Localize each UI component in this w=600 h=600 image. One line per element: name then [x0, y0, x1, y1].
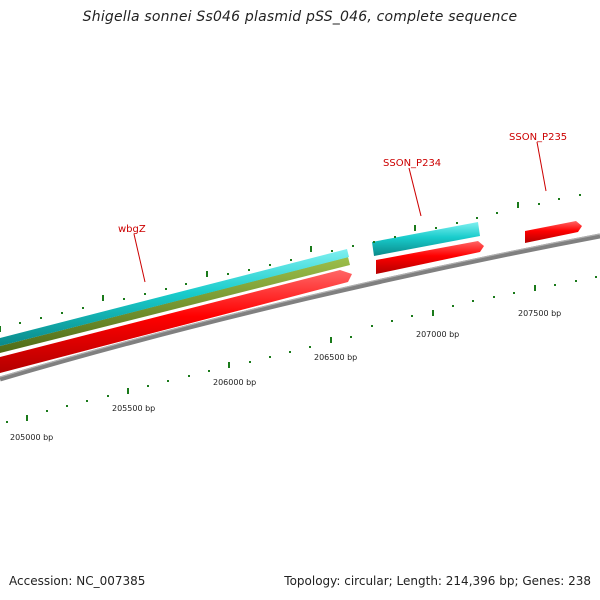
outer-tick-marks: [0, 194, 581, 332]
gene-bar-sson-p234[interactable]: [376, 241, 484, 274]
inner-tick-marks: [6, 276, 597, 423]
bp-label-206500: 206500 bp: [314, 353, 357, 362]
sequence-backbone-highlight: [0, 233, 600, 378]
bp-label-206000: 206000 bp: [213, 378, 256, 387]
feature-bar-olive[interactable]: [0, 257, 350, 353]
bp-label-207500: 207500 bp: [518, 309, 561, 318]
gene-label-leaders: [133, 141, 547, 283]
gene-label-sson-p235[interactable]: SSON_P235: [509, 132, 567, 143]
bp-label-207000: 207000 bp: [416, 330, 459, 339]
cds-bar-sson-p234[interactable]: [372, 222, 480, 256]
accession-text: Accession: NC_007385: [9, 574, 146, 588]
page-title: Shigella sonnei Ss046 plasmid pSS_046, c…: [82, 9, 518, 25]
bp-label-205500: 205500 bp: [112, 404, 155, 413]
bp-label-205000: 205000 bp: [10, 433, 53, 442]
gene-label-sson-p234[interactable]: SSON_P234: [383, 158, 441, 169]
sequence-summary-text: Topology: circular; Length: 214,396 bp; …: [284, 574, 591, 588]
gene-bar-sson-p235[interactable]: [525, 221, 582, 243]
cds-bar-wbgZ[interactable]: [0, 249, 349, 346]
sequence-backbone: [0, 233, 600, 382]
gene-bar-wbgZ-region[interactable]: [0, 270, 352, 373]
gene-label-wbgZ[interactable]: wbgZ: [118, 224, 146, 235]
